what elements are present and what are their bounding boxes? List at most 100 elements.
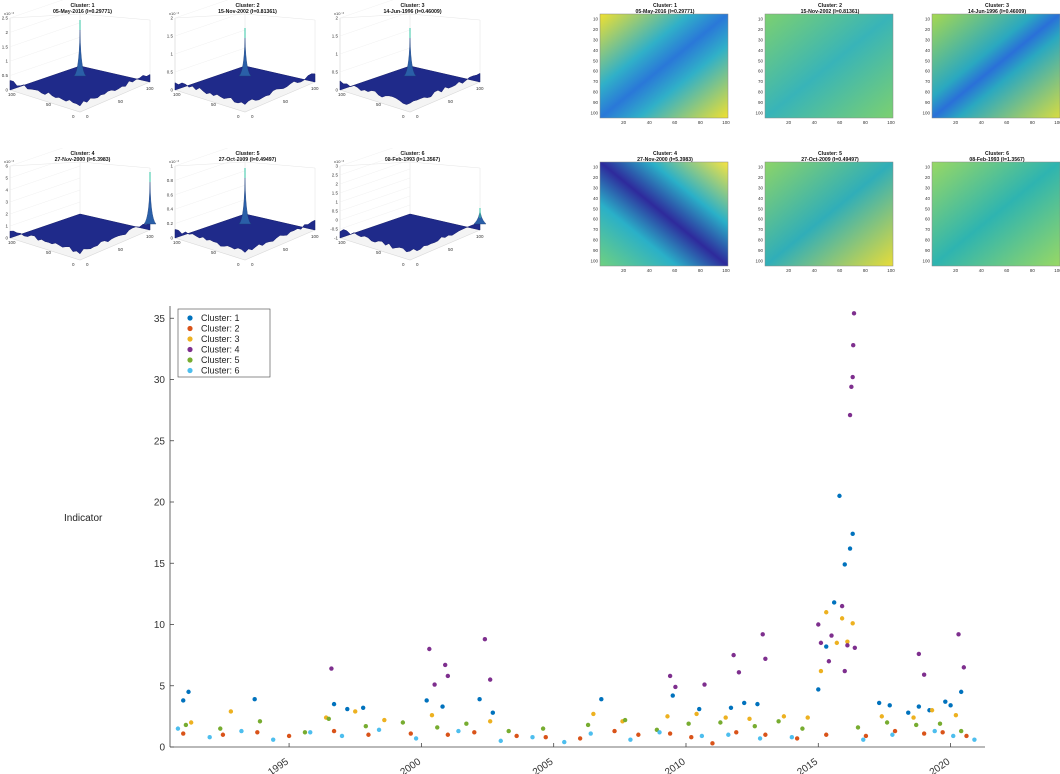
data-point-cluster-2: [612, 728, 617, 734]
data-point-cluster-4: [673, 684, 678, 690]
surface-z-tick: 6: [5, 164, 8, 169]
heatmap-y-tick: 70: [925, 79, 931, 84]
data-point-cluster-1: [916, 704, 922, 709]
surface-y-tick: 50: [448, 99, 454, 104]
data-point-cluster-5: [686, 721, 691, 726]
heatmap-y-tick: 50: [758, 206, 764, 211]
y-tick-label: 30: [154, 375, 166, 386]
surface-mesh: [174, 213, 316, 253]
heatmap-y-tick: 50: [925, 206, 931, 211]
data-point-cluster-2: [892, 728, 898, 734]
panel-cluster-subtitle: 15-Nov-2002 (I=0.81361): [800, 9, 860, 15]
surface-top-edge: [174, 161, 246, 167]
surface-z-tick: 2: [5, 30, 8, 35]
panel-cluster-label: Cluster: 4: [653, 151, 677, 157]
data-point-cluster-1: [424, 698, 429, 703]
heatmap-x-tick: 60: [837, 120, 843, 125]
data-point-cluster-1: [670, 693, 675, 698]
heatmap-x-tick: 100: [887, 120, 895, 125]
data-point-cluster-5: [540, 726, 546, 731]
panel-cluster-label: Cluster: 1: [653, 3, 677, 9]
legend-marker: [187, 315, 193, 321]
heatmap-svg: 10 20 30 40 50 60 70 80 90 100 20 40 60 80 100: [590, 13, 730, 125]
panel-cluster-subtitle: 27-Oct-2009 (I=0.49497): [801, 157, 859, 163]
data-point-cluster-2: [408, 731, 413, 736]
data-point-cluster-6: [207, 735, 212, 740]
surface-z-tick: 0: [335, 88, 338, 93]
heatmap-x-tick: 100: [1054, 268, 1060, 273]
data-point-cluster-2: [824, 732, 829, 737]
heatmap-y-tick: 80: [758, 90, 764, 95]
surface-z-tick: 2: [170, 16, 173, 21]
data-point-cluster-2: [331, 728, 337, 734]
data-point-cluster-1: [943, 699, 948, 704]
data-point-cluster-3: [879, 714, 885, 719]
surface-z-tick: 1: [5, 224, 8, 229]
panel-cluster-subtitle: 27-Nov-2000 (I=5.3983): [637, 157, 693, 163]
surface-x-tick: 100: [338, 92, 346, 97]
x-tick-label: 2000: [399, 756, 424, 774]
surface-x-tick: 50: [376, 250, 382, 255]
data-point-cluster-2: [366, 732, 371, 737]
data-point-cluster-6: [339, 733, 345, 739]
surface-z-tick: 0: [5, 88, 8, 93]
data-point-cluster-2: [763, 732, 768, 737]
surface-y-tick: 100: [476, 234, 484, 239]
heatmap-y-tick: 90: [925, 248, 931, 253]
panel-cluster-subtitle: 27-Nov-2000 (I=5.3983): [54, 157, 111, 163]
heatmap-y-tick: 20: [593, 27, 599, 32]
heatmap-y-tick: 90: [593, 100, 599, 105]
surface-y-tick: 50: [283, 99, 289, 104]
x-tick-label: 1995: [266, 756, 291, 774]
data-point-cluster-4: [736, 670, 742, 675]
surface-mesh: [9, 65, 151, 107]
panel-cluster-label: Cluster: 2: [235, 3, 260, 9]
y-tick-label: 35: [154, 314, 166, 325]
x-tick-label: 2005: [531, 756, 556, 774]
heatmap-y-tick: 40: [925, 196, 931, 201]
panel-cluster-subtitle: 05-May-2016 (I=0.29771): [53, 9, 112, 15]
heatmap-panel-title: Cluster: 5 27-Oct-2009 (I=0.49497): [765, 151, 895, 163]
heatmap-x-tick: 80: [863, 120, 869, 125]
heatmap-y-tick: 100: [922, 110, 930, 115]
heatmap-y-tick: 40: [593, 48, 599, 53]
surface-z-tick: 5: [5, 176, 8, 181]
surface-z-tick: 1: [170, 164, 173, 169]
heatmap-svg: 10 20 30 40 50 60 70 80 90 100 20 40 60 80 100: [755, 161, 895, 273]
panel-cluster-subtitle: 14-Jun-1996 (I=0.46009): [383, 9, 442, 15]
surface-gridline: [339, 186, 411, 212]
data-point-cluster-1: [181, 698, 186, 703]
heatmap-y-tick: 50: [593, 58, 599, 63]
surface-gridline: [339, 177, 411, 203]
surface-z-tick: -0.5: [330, 227, 338, 232]
surface-panel-4: Cluster: 4 27-Nov-2000 (I=5.3983) 0 1 2 3 4 5 6 x…: [0, 148, 165, 278]
surface-mesh: [174, 65, 316, 105]
heatmap-y-tick: 70: [758, 79, 764, 84]
data-point-cluster-6: [530, 735, 535, 740]
data-point-cluster-1: [842, 562, 847, 567]
panel-cluster-label: Cluster: 3: [400, 3, 425, 9]
legend-marker: [187, 357, 193, 363]
data-point-cluster-6: [628, 737, 633, 742]
legend-box: [177, 308, 271, 378]
data-point-cluster-6: [376, 727, 382, 733]
data-point-cluster-4: [667, 673, 673, 679]
heatmap-x-tick: 100: [1054, 120, 1060, 125]
surface-panel-3: Cluster: 3 14-Jun-1996 (I=0.46009) 0 0.5 1 1.…: [330, 0, 495, 130]
surface-z-exponent: x10⁻³: [334, 159, 345, 164]
data-point-cluster-3: [845, 639, 850, 644]
data-point-cluster-1: [831, 600, 837, 605]
data-point-cluster-4: [842, 668, 847, 674]
heatmap-panel-2: Cluster: 2 15-Nov-2002 (I=0.81361) 10 20 30 4…: [755, 0, 895, 130]
data-point-cluster-6: [657, 730, 662, 735]
data-point-cluster-3: [591, 711, 596, 717]
heatmap-panel-3: Cluster: 3 14-Jun-1996 (I=0.46009) 10 20 30 4…: [922, 0, 1060, 130]
surface-panel-6: Cluster: 6 08-Feb-1993 (I=1.3567) -1 -0.5 0 0…: [330, 148, 495, 278]
surface-y-tick: 100: [311, 86, 319, 91]
panel-cluster-subtitle: 08-Feb-1993 (I=1.3567): [384, 157, 441, 163]
heatmap-y-tick: 40: [758, 196, 764, 201]
surface-gridline: [9, 0, 64, 19]
heatmap-y-tick: 90: [758, 248, 764, 253]
